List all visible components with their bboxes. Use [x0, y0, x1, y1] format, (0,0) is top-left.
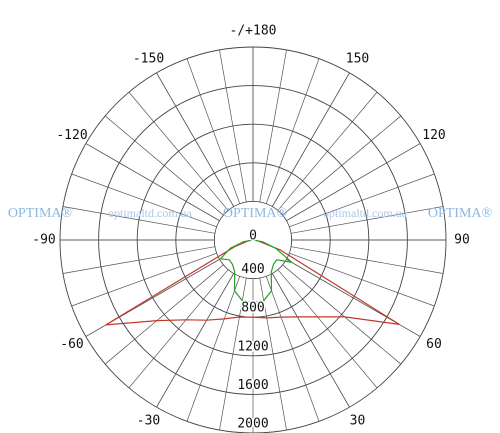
angle-grid-line: [286, 143, 421, 222]
angle-tick-label: 120: [422, 128, 445, 143]
radial-tick-label: 800: [241, 301, 264, 316]
angle-tick-label: -/+180: [230, 24, 277, 39]
radial-tick-label: 1600: [237, 378, 268, 393]
radial-tick-label: 2000: [237, 417, 268, 432]
radial-tick-label: 1200: [237, 339, 268, 354]
angle-grid-line: [271, 273, 350, 408]
radial-tick-label: 0: [249, 229, 257, 244]
curve: [105, 239, 400, 326]
angle-tick-label: -60: [60, 337, 83, 352]
angle-tick-label: -90: [32, 233, 55, 248]
angle-tick-label: 60: [426, 337, 442, 352]
curve: [219, 239, 294, 304]
radial-tick-label: 400: [241, 262, 264, 277]
angle-grid-line: [286, 258, 421, 337]
angle-grid-line: [271, 72, 350, 207]
angle-tick-label: 150: [346, 52, 369, 67]
angle-grid-line: [156, 72, 235, 207]
watermark: OPTIMA®: [8, 206, 73, 221]
watermark: optimaltd.com.ua: [108, 206, 193, 220]
watermark: optimaltd.com.ua: [323, 206, 408, 220]
angle-tick-label: -30: [137, 413, 160, 428]
angle-tick-label: -120: [56, 128, 87, 143]
angle-grid-line: [85, 143, 220, 222]
angle-grid-line: [156, 273, 235, 408]
angle-tick-label: 30: [350, 413, 366, 428]
angle-tick-label: 90: [454, 233, 470, 248]
watermark: OPTIMA®: [428, 206, 493, 221]
angle-tick-label: -150: [133, 52, 164, 67]
watermark: OPTIMA®: [223, 206, 288, 221]
